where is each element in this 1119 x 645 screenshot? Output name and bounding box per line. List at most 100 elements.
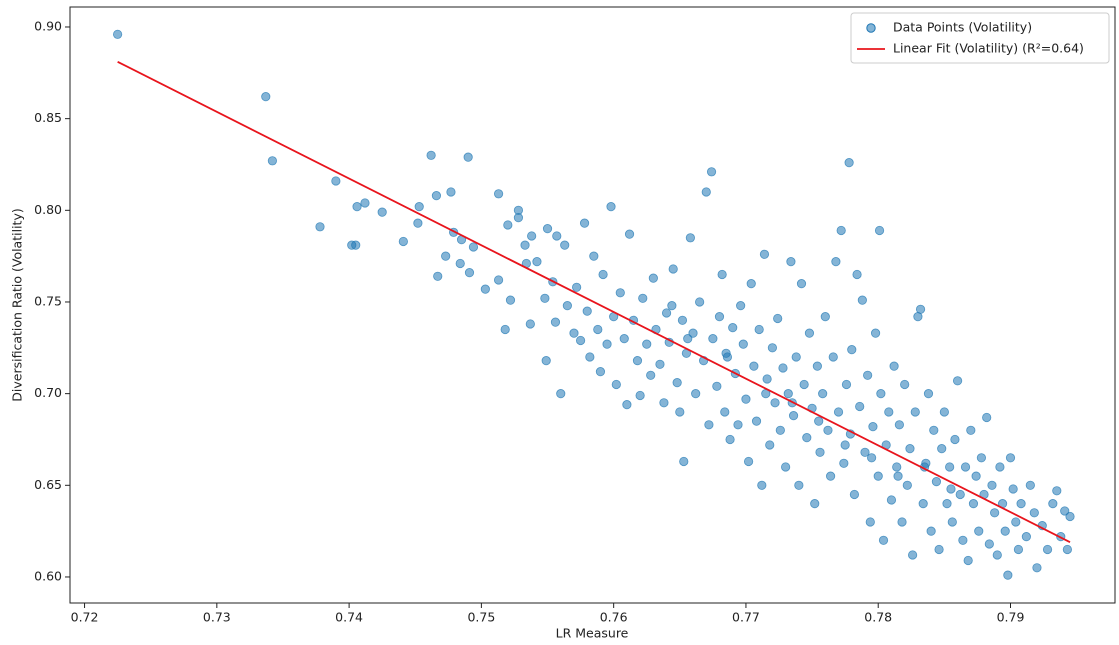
data-point bbox=[638, 293, 648, 303]
data-point bbox=[708, 334, 718, 344]
data-point bbox=[667, 301, 677, 311]
data-point bbox=[781, 462, 791, 472]
data-point bbox=[992, 550, 1002, 560]
legend-box bbox=[850, 12, 1110, 64]
data-point bbox=[706, 167, 717, 177]
data-point bbox=[446, 187, 456, 197]
data-point bbox=[315, 222, 325, 232]
data-point bbox=[831, 257, 841, 267]
data-point bbox=[751, 416, 762, 426]
data-point bbox=[815, 447, 825, 457]
data-point bbox=[351, 240, 361, 250]
data-point bbox=[765, 440, 775, 450]
data-point bbox=[360, 198, 370, 208]
data-point bbox=[799, 379, 809, 390]
data-point bbox=[1008, 484, 1018, 494]
data-point bbox=[855, 401, 865, 412]
data-point bbox=[955, 489, 965, 500]
data-point bbox=[1005, 453, 1016, 463]
data-point bbox=[426, 150, 436, 160]
data-point bbox=[1011, 517, 1021, 527]
data-point bbox=[984, 539, 994, 549]
data-point bbox=[377, 207, 387, 217]
y-tick-label: 0.90 bbox=[34, 18, 62, 33]
data-point bbox=[1013, 544, 1024, 555]
data-point bbox=[668, 264, 678, 274]
data-point bbox=[841, 379, 852, 390]
data-point bbox=[946, 484, 956, 494]
legend-label: Linear Fit (Volatility) (R²=0.64) bbox=[893, 41, 1084, 56]
data-point bbox=[840, 440, 850, 450]
data-point bbox=[873, 471, 883, 481]
data-point bbox=[836, 225, 846, 236]
data-point bbox=[602, 339, 612, 349]
data-point bbox=[1042, 544, 1053, 555]
data-point bbox=[749, 361, 759, 371]
data-point bbox=[560, 240, 570, 250]
data-point bbox=[844, 158, 854, 168]
data-point bbox=[791, 352, 801, 362]
data-point bbox=[728, 323, 738, 333]
data-point bbox=[852, 269, 862, 280]
data-point bbox=[939, 407, 949, 417]
data-point bbox=[575, 335, 586, 346]
data-point bbox=[1052, 486, 1062, 496]
data-point bbox=[593, 324, 603, 335]
data-point bbox=[908, 550, 918, 560]
data-point bbox=[812, 361, 822, 371]
data-point bbox=[746, 279, 756, 289]
data-point bbox=[525, 319, 535, 329]
data-point bbox=[987, 480, 997, 490]
legend-marker bbox=[866, 23, 876, 33]
x-tick-label: 0.75 bbox=[467, 610, 495, 625]
data-point bbox=[995, 462, 1005, 472]
y-tick-label: 0.60 bbox=[34, 568, 62, 583]
data-point bbox=[683, 334, 693, 344]
data-point bbox=[952, 376, 963, 386]
data-point bbox=[926, 526, 936, 536]
data-point bbox=[352, 202, 362, 212]
data-point bbox=[828, 352, 838, 362]
data-point bbox=[635, 390, 645, 401]
data-point bbox=[589, 251, 599, 261]
x-axis-label: LR Measure bbox=[556, 626, 629, 641]
data-point bbox=[431, 191, 442, 201]
data-point bbox=[1016, 499, 1026, 509]
data-point bbox=[741, 394, 751, 404]
data-point bbox=[619, 334, 629, 344]
x-tick-label: 0.74 bbox=[335, 610, 363, 625]
data-point bbox=[695, 297, 705, 307]
data-point bbox=[480, 284, 490, 294]
data-point bbox=[929, 425, 939, 435]
y-tick-label: 0.85 bbox=[34, 110, 62, 125]
data-point bbox=[556, 389, 566, 399]
data-point bbox=[1060, 506, 1070, 516]
data-point bbox=[886, 495, 897, 505]
data-point bbox=[688, 328, 698, 338]
data-point bbox=[773, 313, 783, 324]
data-point bbox=[572, 282, 582, 292]
data-point bbox=[788, 411, 799, 421]
data-point bbox=[527, 231, 537, 241]
data-point bbox=[714, 312, 725, 322]
data-point bbox=[976, 453, 986, 463]
data-point bbox=[775, 425, 785, 435]
data-point bbox=[757, 480, 767, 490]
data-point bbox=[893, 471, 903, 481]
data-point bbox=[433, 271, 443, 281]
fit-line bbox=[117, 61, 1071, 543]
data-point bbox=[261, 92, 271, 102]
data-point bbox=[1065, 511, 1075, 522]
data-point bbox=[810, 499, 820, 509]
data-point bbox=[331, 176, 341, 186]
data-point bbox=[870, 328, 881, 338]
data-point bbox=[814, 416, 824, 426]
data-point bbox=[701, 187, 711, 197]
data-point bbox=[704, 420, 714, 430]
data-point bbox=[892, 462, 902, 472]
data-point bbox=[717, 269, 727, 280]
data-point bbox=[958, 535, 968, 545]
data-point bbox=[863, 370, 873, 380]
data-point bbox=[942, 499, 952, 509]
